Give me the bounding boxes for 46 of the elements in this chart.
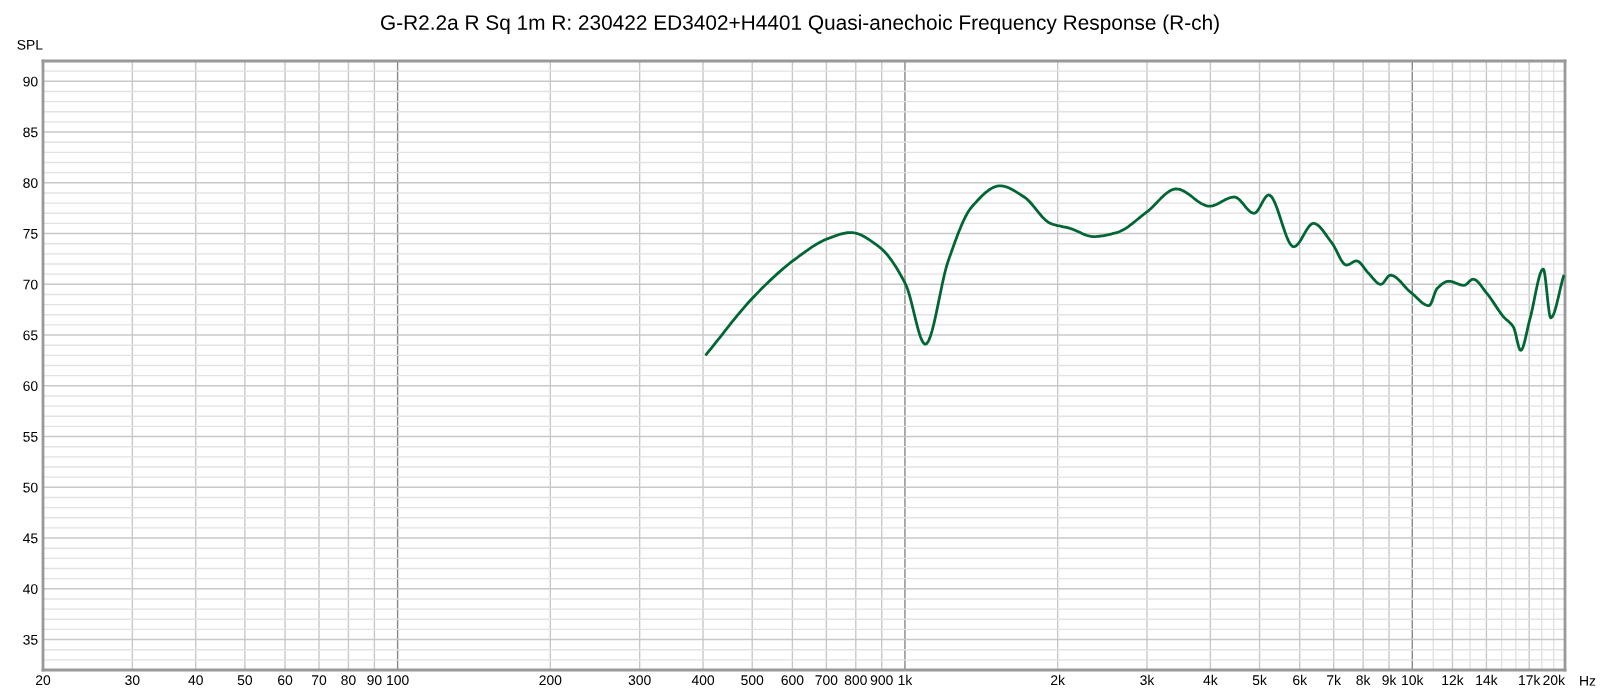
y-tick-label: 90 [23,76,38,87]
x-tick-label: 700 [815,675,838,686]
y-tick-label: 50 [23,482,38,493]
x-tick-label: 200 [539,675,562,686]
chart-title: G-R2.2a R Sq 1m R: 230422 ED3402+H4401 Quasi-anechoic Frequency Response (R-ch) [381,14,1219,35]
x-tick-label: 80 [341,675,356,686]
x-tick-label: 100 [387,675,409,686]
x-tick-label: 900 [870,675,893,686]
x-tick-label: 8k [1356,674,1371,686]
x-tick-label: 7k [1327,674,1342,685]
x-tick-label: 30 [125,675,140,686]
x-tick-label: 50 [237,675,253,686]
x-tick-label: 12k [1442,674,1464,685]
x-tick-label: 20k [1543,674,1566,686]
y-tick-label: 55 [23,432,38,442]
x-tick-label: 3k [1140,674,1155,686]
x-tick-label: 10k [1402,674,1424,686]
x-tick-label: 300 [628,675,651,686]
y-tick-label: 70 [23,279,38,290]
y-tick-label: 75 [23,229,38,239]
x-tick-label: 500 [741,675,764,686]
x-tick-label: 5k [1252,674,1267,686]
y-tick-label: 80 [23,178,38,188]
x-tick-label: 800 [844,675,867,686]
x-tick-label: 1k [898,674,913,685]
x-tick-label: 17k [1519,674,1541,685]
y-axis-title: SPL [17,39,43,50]
x-tick-label: 90 [367,675,382,686]
y-tick-label: 45 [23,533,38,544]
x-tick-label: 4k [1203,674,1218,685]
x-tick-label: 70 [312,675,327,686]
x-tick-label: 400 [691,675,715,686]
y-tick-label: 35 [23,634,38,645]
y-tick-label: 40 [23,584,38,594]
x-tick-label: 600 [781,675,804,686]
x-tick-label: 20 [35,675,51,686]
y-tick-label: 85 [23,127,38,138]
x-tick-label: 9k [1382,674,1397,686]
x-tick-label: 14k [1476,674,1498,685]
y-tick-label: 60 [23,381,38,391]
x-tick-label: 2k [1051,674,1066,685]
x-tick-label: 60 [278,675,293,686]
x-tick-label: 6k [1293,674,1308,686]
x-tick-label: 40 [188,675,203,686]
y-tick-label: 65 [23,330,38,341]
x-axis-title: Hz [1580,676,1596,686]
